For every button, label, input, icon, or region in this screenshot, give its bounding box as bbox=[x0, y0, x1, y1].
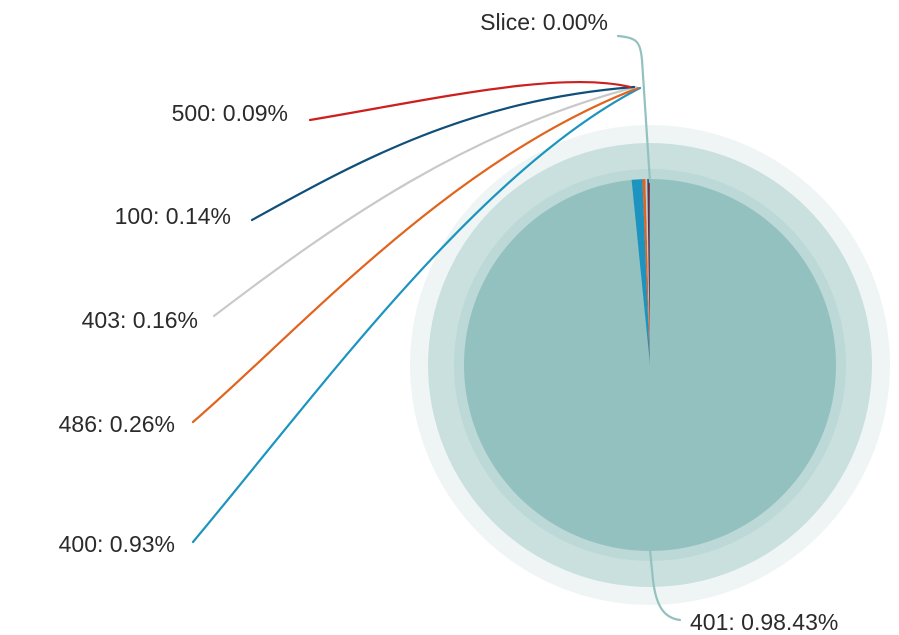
leader-line-403 bbox=[212, 85, 638, 318]
leader-line-486 bbox=[191, 86, 640, 424]
pie-slice-401[interactable] bbox=[464, 179, 837, 551]
data-label-403: 403: 0.16% bbox=[82, 307, 198, 333]
pie-slice-400[interactable] bbox=[631, 179, 650, 365]
leader-line-100 bbox=[250, 85, 636, 222]
data-label-500: 500: 0.09% bbox=[172, 100, 288, 126]
slice-labels: 401: 0.98.43% 400: 0.93% 486: 0.26% 403: 0.… bbox=[59, 9, 839, 635]
leader-lines bbox=[191, 34, 682, 622]
pie-slice-486[interactable] bbox=[642, 179, 650, 365]
pie-slice-100[interactable] bbox=[647, 179, 650, 365]
pie-slice-403[interactable] bbox=[645, 179, 650, 365]
data-label-slice: Slice: 0.00% bbox=[480, 9, 608, 35]
leader-line-500 bbox=[308, 80, 632, 122]
leader-line-400 bbox=[191, 86, 642, 544]
leader-line-slice bbox=[616, 34, 652, 184]
data-label-486: 486: 0.26% bbox=[59, 411, 175, 437]
leader-line-401 bbox=[648, 548, 682, 622]
pie-slices bbox=[464, 179, 837, 551]
data-label-100: 100: 0.14% bbox=[115, 203, 231, 229]
pie-slice-500[interactable] bbox=[648, 179, 650, 365]
data-label-400: 400: 0.93% bbox=[59, 531, 175, 557]
data-label-401: 401: 0.98.43% bbox=[690, 609, 838, 635]
